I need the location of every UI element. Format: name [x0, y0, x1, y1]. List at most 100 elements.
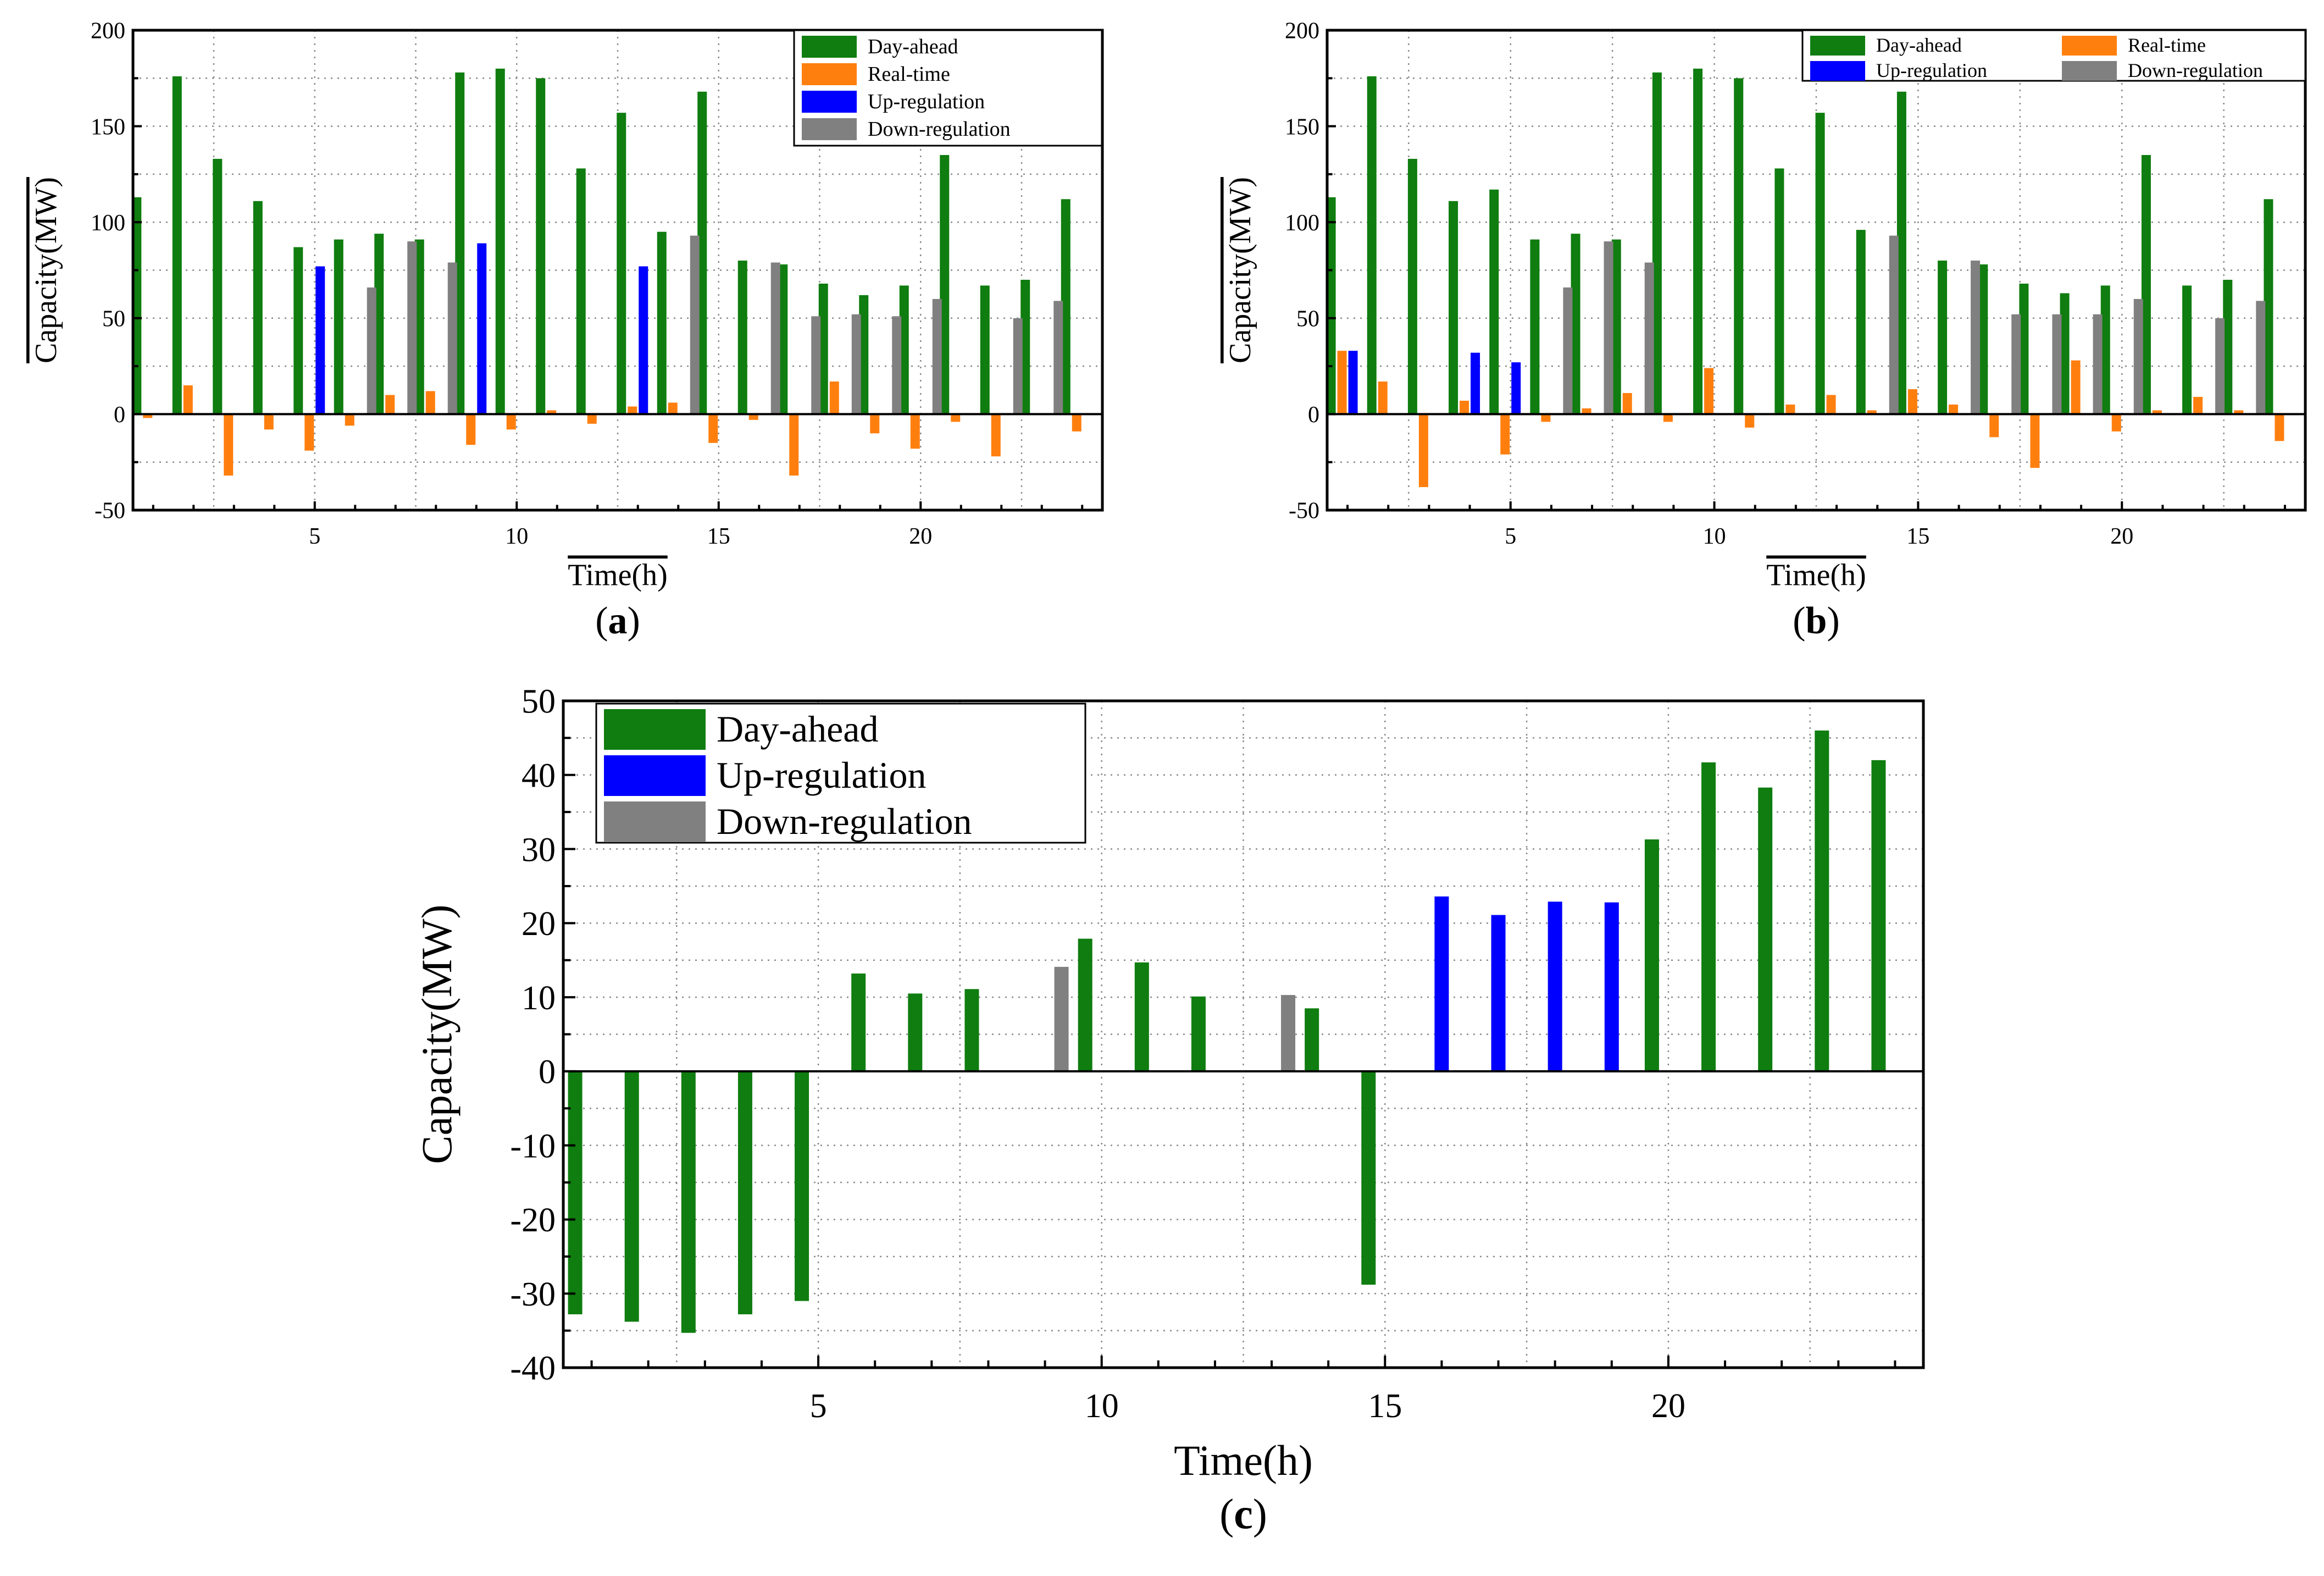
- bar-real-time: Real-time 18h: 17: [829, 381, 839, 414]
- bar-real-time: Real-time 20h: -18: [910, 414, 920, 449]
- bar-real-time: Real-time 13h: 4: [628, 406, 637, 414]
- bar-real-time: Real-time 21h: 2: [2152, 410, 2162, 414]
- y-tick-label: 100: [91, 211, 125, 236]
- bar-day-ahead: Day-ahead 6h: 91: [1530, 239, 1540, 414]
- bar-real-time: Real-time 5h: -19: [304, 414, 314, 451]
- y-tick-label: -40: [510, 1350, 556, 1387]
- bars: Day-ahead 1h: 113 Day-ahead 2h: 176 Day-ah…: [1326, 68, 2284, 488]
- bar-day-ahead: Day-ahead 13h: 157: [1815, 113, 1825, 414]
- bar-day-ahead: Day-ahead 8h: 91: [1611, 239, 1621, 414]
- bar-day-ahead: Day-ahead 23h: 70: [2223, 279, 2233, 414]
- bar-real-time: Real-time 24h: -9: [1072, 414, 1081, 432]
- bar-day-ahead: Day-ahead 16h: 80: [1938, 261, 1948, 414]
- legend-label: Up-regulation: [717, 754, 926, 796]
- bar-real-time: Real-time 7h: 10: [385, 395, 395, 414]
- chart-panel-c: Day-ahead 1h: -32.8 Day-ahead 2h: -33.8 Da…: [413, 683, 1925, 1538]
- bar-down-regulation: Down-regulation 22h: 50: [1013, 318, 1023, 414]
- y-tick-label: 0: [1308, 402, 1319, 428]
- bar-day-ahead: Day-ahead 7h: 94: [1571, 234, 1580, 414]
- bar-day-ahead: Day-ahead 15h: 168: [1896, 91, 1906, 414]
- y-axis-label: Capacity(MW): [413, 904, 461, 1164]
- bar-real-time: Real-time 22h: -22: [991, 414, 1001, 457]
- x-tick-label: 5: [1505, 524, 1516, 549]
- bar-day-ahead: Day-ahead 10h: 180: [495, 68, 505, 414]
- bar-day-ahead: Day-ahead 5h: -31: [795, 1071, 809, 1301]
- x-tick-label: 15: [707, 524, 730, 549]
- legend-label: Down-regulation: [2128, 59, 2263, 81]
- bar-day-ahead: Day-ahead 4h: -32.8: [737, 1071, 752, 1314]
- bar-real-time: Real-time 12h: 5: [1785, 404, 1795, 414]
- legend-label: Up-regulation: [868, 90, 985, 113]
- bar-day-ahead: Day-ahead 8h: 91: [414, 239, 424, 414]
- bar-day-ahead: Day-ahead 21h: 135: [2141, 154, 2151, 414]
- bar-down-regulation: Down-regulation 23h: 59: [2256, 301, 2266, 414]
- legend-swatch: [604, 709, 706, 750]
- x-tick-label: 20: [909, 524, 932, 549]
- bar-day-ahead: Day-ahead 22h: 67: [980, 285, 990, 414]
- bar-day-ahead: Day-ahead 13h: 157: [617, 113, 626, 414]
- bar-real-time: Real-time 19h: -10: [870, 414, 880, 434]
- bar-day-ahead: Day-ahead 24h: 112: [1061, 199, 1071, 414]
- bar-day-ahead: Day-ahead 24h: 112: [2264, 199, 2273, 414]
- bar-down-regulation: Down-regulation 16h: 79: [770, 262, 780, 414]
- bar-day-ahead: Day-ahead 20h: 31.3: [1644, 839, 1659, 1071]
- bar-down-regulation: Down-regulation 18h: 52: [2052, 314, 2062, 414]
- bar-up-regulation: Up-regulation 4h: 32: [1471, 352, 1480, 414]
- bar-down-regulation: Down-regulation 6h: 66: [1563, 287, 1573, 414]
- bar-day-ahead: Day-ahead 24h: 42: [1871, 760, 1886, 1071]
- bar-day-ahead: Day-ahead 14h: 8.5: [1305, 1008, 1319, 1071]
- bar-day-ahead: Day-ahead 5h: 117: [1489, 189, 1499, 414]
- bar-up-regulation: Up-regulation 16h: 23.6: [1434, 896, 1449, 1071]
- bar-real-time: Real-time 24h: -14: [2275, 414, 2284, 441]
- bar-day-ahead: Day-ahead 2h: -33.8: [624, 1071, 639, 1322]
- bar-real-time: Real-time 5h: -21: [1500, 414, 1510, 455]
- y-tick-label: 100: [1285, 211, 1319, 236]
- bar-real-time: Real-time 1h: -2: [143, 414, 153, 418]
- bar-up-regulation: Up-regulation 18h: 22.9: [1548, 902, 1562, 1071]
- bar-down-regulation: Down-regulation 19h: 51: [892, 316, 902, 414]
- bar-down-regulation: Down-regulation 16h: 80: [1971, 261, 1981, 414]
- bar-real-time: Real-time 11h: -7: [1745, 414, 1755, 428]
- bar-down-regulation: Down-regulation 14h: 93: [1889, 235, 1899, 414]
- bar-day-ahead: Day-ahead 4h: 111: [253, 201, 263, 414]
- bar-day-ahead: Day-ahead 17h: 78: [778, 264, 788, 414]
- bar-real-time: Real-time 10h: 24: [1704, 368, 1714, 414]
- bar-day-ahead: Day-ahead 3h: 133: [1407, 158, 1417, 414]
- bar-day-ahead: Day-ahead 15h: -28.8: [1361, 1071, 1376, 1285]
- y-tick-label: -20: [510, 1202, 556, 1239]
- bar-day-ahead: Day-ahead 2h: 176: [1367, 76, 1377, 414]
- bar-down-regulation: Down-regulation 23h: 59: [1053, 301, 1063, 414]
- bar-real-time: Real-time 7h: 3: [1582, 408, 1591, 414]
- y-tick-label: 150: [91, 114, 125, 140]
- bar-day-ahead: Day-ahead 22h: 38.3: [1758, 787, 1773, 1071]
- bar-real-time: Real-time 4h: -8: [264, 414, 274, 430]
- bar-down-regulation: Down-regulation 22h: 50: [2215, 318, 2225, 414]
- x-tick-label: 20: [1651, 1387, 1685, 1425]
- y-tick-label: -50: [95, 499, 125, 524]
- bar-real-time: Real-time 9h: -4: [1663, 414, 1673, 422]
- bar-day-ahead: Day-ahead 2h: 176: [172, 76, 182, 414]
- legend-swatch: [802, 63, 857, 85]
- bar-real-time: Real-time 2h: 17: [1378, 381, 1388, 414]
- bar-real-time: Real-time 18h: -28: [2030, 414, 2040, 468]
- bar-day-ahead: Day-ahead 9h: 178: [455, 72, 465, 414]
- bar-down-regulation: Down-regulation 8h: 79: [447, 262, 457, 414]
- legend-label: Down-regulation: [717, 800, 972, 842]
- bar-down-regulation: Down-regulation 7h: 90: [407, 241, 417, 414]
- y-tick-label: 10: [522, 980, 556, 1017]
- legend-swatch: [802, 91, 857, 113]
- bar-real-time: Real-time 21h: -4: [951, 414, 961, 422]
- bar-day-ahead: Day-ahead 12h: 10.1: [1191, 996, 1206, 1071]
- legend-label: Day-ahead: [717, 708, 878, 750]
- y-tick-label: -10: [510, 1127, 556, 1165]
- bar-real-time: Real-time 4h: 7: [1460, 400, 1469, 414]
- bar-real-time: Real-time 15h: -15: [708, 414, 718, 443]
- bar-day-ahead: Day-ahead 10h: 180: [1693, 68, 1703, 414]
- bar-day-ahead: Day-ahead 21h: 135: [940, 154, 950, 414]
- legend-label: Up-regulation: [1876, 59, 1987, 81]
- x-tick-label: 20: [2110, 524, 2133, 549]
- bars: Day-ahead 1h: -32.8 Day-ahead 2h: -33.8 Da…: [568, 730, 1886, 1333]
- y-tick-label: 200: [91, 19, 125, 44]
- legend-label: Day-ahead: [868, 35, 958, 58]
